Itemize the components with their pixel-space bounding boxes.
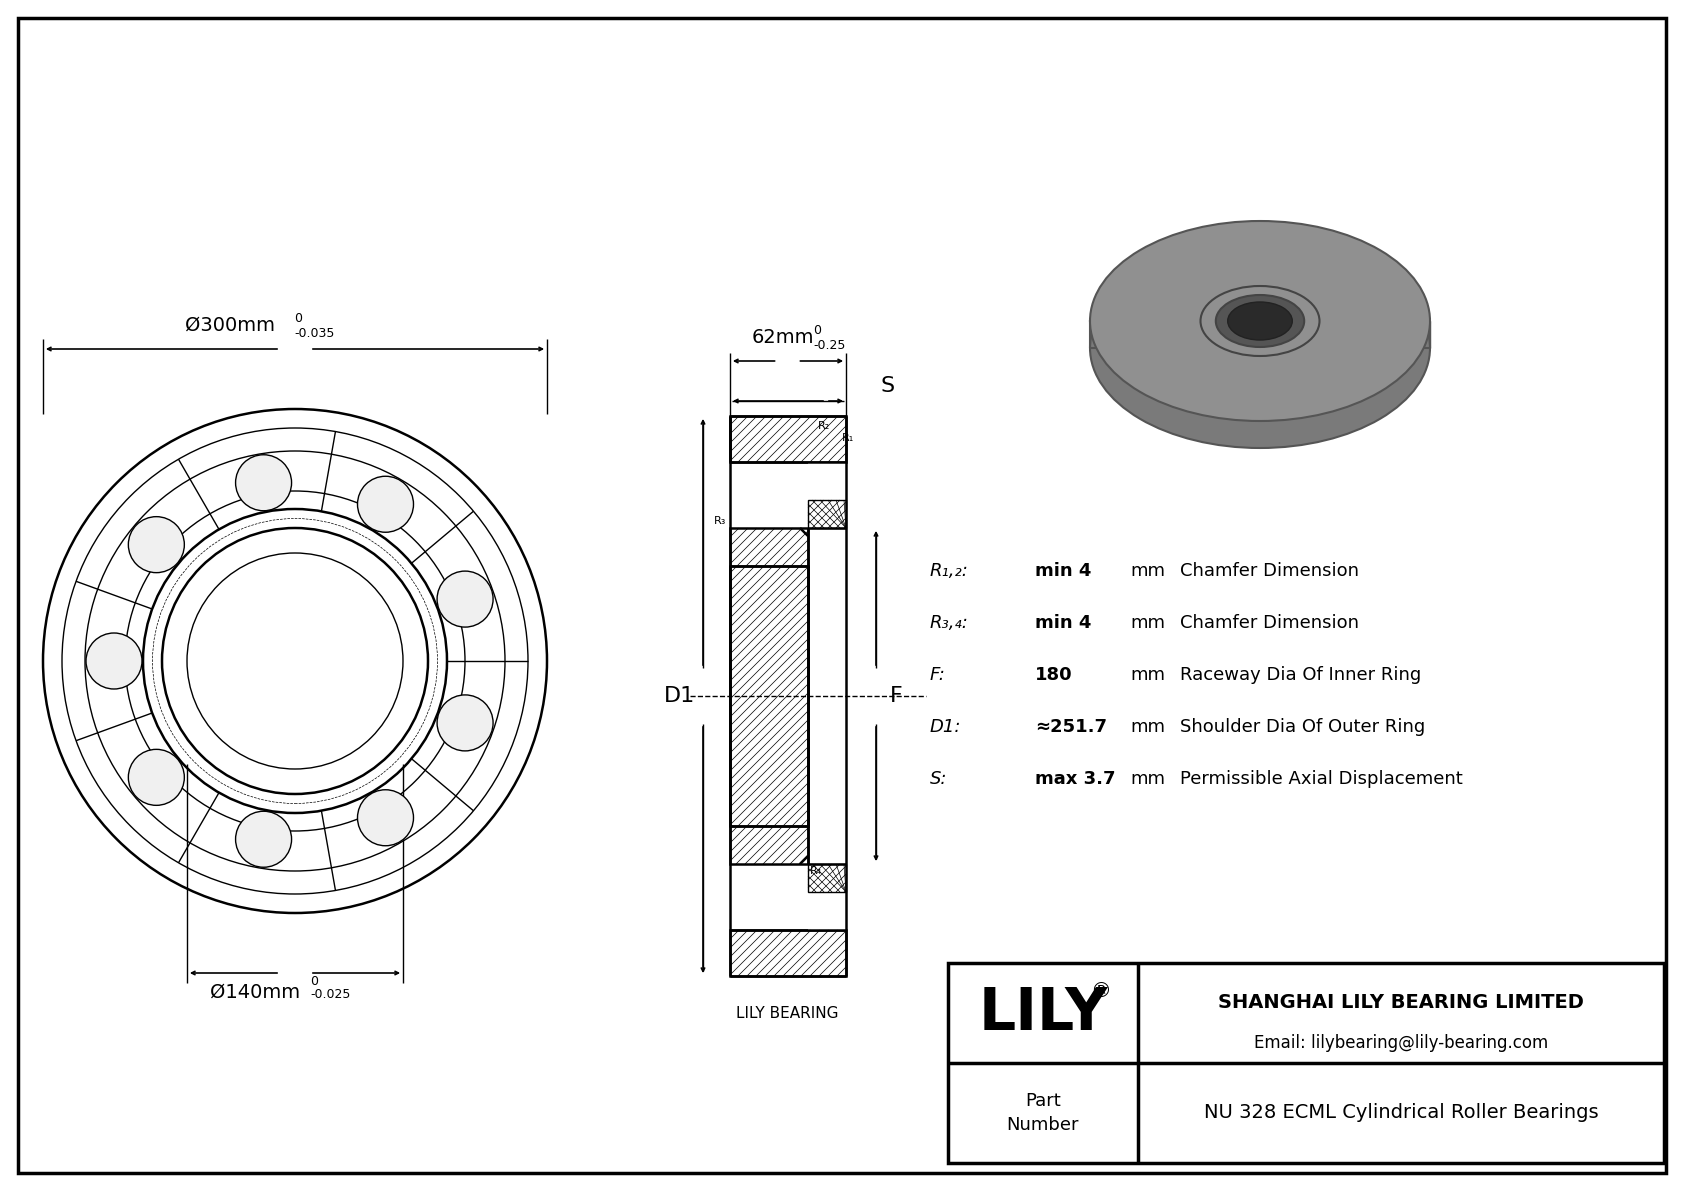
Ellipse shape [1090,248,1430,448]
Text: ®: ® [1091,981,1111,1000]
Text: R₄: R₄ [810,866,822,877]
Text: SHANGHAI LILY BEARING LIMITED: SHANGHAI LILY BEARING LIMITED [1218,993,1585,1012]
Text: F: F [889,686,903,706]
Text: -0.25: -0.25 [813,339,845,353]
Text: max 3.7: max 3.7 [1036,771,1115,788]
Text: mm: mm [1130,666,1165,684]
Circle shape [86,632,141,690]
Ellipse shape [1216,295,1303,347]
Circle shape [236,811,291,867]
Text: mm: mm [1130,718,1165,736]
Text: -0.035: -0.035 [295,328,335,339]
Ellipse shape [1216,322,1303,374]
Text: mm: mm [1130,615,1165,632]
Ellipse shape [1228,303,1292,339]
Text: 0: 0 [310,975,318,989]
Text: S:: S: [930,771,948,788]
Text: Permissible Axial Displacement: Permissible Axial Displacement [1180,771,1463,788]
Ellipse shape [1090,222,1430,420]
Circle shape [128,517,184,573]
Text: 0: 0 [295,312,301,325]
Text: LILY BEARING: LILY BEARING [736,1006,839,1021]
Text: mm: mm [1130,562,1165,580]
Circle shape [236,455,291,511]
Text: D1: D1 [665,686,695,706]
Circle shape [128,749,184,805]
Bar [808,892,845,930]
Text: S: S [881,376,896,395]
Text: F:: F: [930,666,946,684]
Text: R₁,₂:: R₁,₂: [930,562,968,580]
Text: R₁: R₁ [842,434,854,443]
Bar [729,528,808,863]
Polygon shape [1090,322,1430,348]
Bar [948,964,1664,1162]
Bar [808,863,845,892]
Bar [808,500,845,528]
Text: R₂: R₂ [818,420,830,431]
Text: R₃,₄:: R₃,₄: [930,615,968,632]
Text: Ø140mm: Ø140mm [210,983,300,1002]
Text: Ø300mm: Ø300mm [185,316,274,335]
Text: mm: mm [1130,771,1165,788]
Text: ≈251.7: ≈251.7 [1036,718,1106,736]
Circle shape [438,694,493,750]
Text: -0.025: -0.025 [310,989,350,1000]
Text: R₃: R₃ [714,516,726,526]
Bar [808,462,845,500]
Text: Shoulder Dia Of Outer Ring: Shoulder Dia Of Outer Ring [1180,718,1425,736]
Circle shape [357,790,414,846]
Text: min 4: min 4 [1036,615,1091,632]
Bar [729,930,845,975]
Text: LILY: LILY [978,985,1108,1041]
Text: Part
Number: Part Number [1007,1092,1079,1134]
Text: NU 328 ECML Cylindrical Roller Bearings: NU 328 ECML Cylindrical Roller Bearings [1204,1104,1598,1122]
Bar [729,566,808,827]
Text: 62mm: 62mm [751,328,813,347]
Text: Email: lilybearing@lily-bearing.com: Email: lilybearing@lily-bearing.com [1255,1034,1548,1052]
Text: Chamfer Dimension: Chamfer Dimension [1180,615,1359,632]
Text: 180: 180 [1036,666,1073,684]
Circle shape [357,476,414,532]
Text: D1:: D1: [930,718,962,736]
Text: 0: 0 [813,324,822,337]
Text: Raceway Dia Of Inner Ring: Raceway Dia Of Inner Ring [1180,666,1421,684]
Text: Chamfer Dimension: Chamfer Dimension [1180,562,1359,580]
Text: min 4: min 4 [1036,562,1091,580]
Bar [729,416,845,462]
Polygon shape [1172,322,1349,348]
Circle shape [438,572,493,628]
